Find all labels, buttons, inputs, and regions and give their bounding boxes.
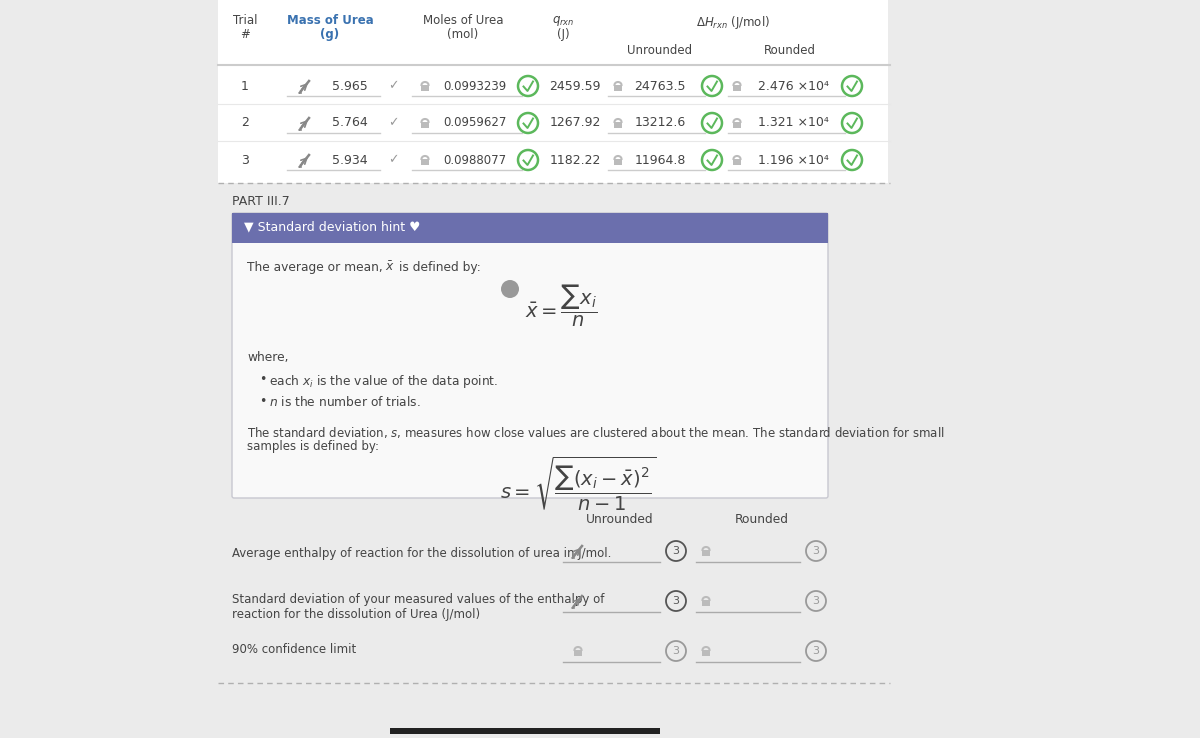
Text: The average or mean,: The average or mean, <box>247 261 383 274</box>
Text: 11964.8: 11964.8 <box>635 154 685 167</box>
Bar <box>421 159 430 165</box>
Text: $\Delta H_{rxn}$ (J/mol): $\Delta H_{rxn}$ (J/mol) <box>696 14 770 31</box>
Bar <box>232 213 828 243</box>
Text: 2: 2 <box>241 117 248 129</box>
Text: 1: 1 <box>241 80 248 92</box>
Text: 1.196 ×10⁴: 1.196 ×10⁴ <box>757 154 828 167</box>
Text: ✓: ✓ <box>388 154 398 167</box>
Text: •: • <box>259 395 266 408</box>
Text: $s = \sqrt{\dfrac{\sum (x_i - \bar{x})^2}{n-1}}$: $s = \sqrt{\dfrac{\sum (x_i - \bar{x})^2… <box>500 455 656 514</box>
Text: 1267.92: 1267.92 <box>550 117 601 129</box>
Text: 3: 3 <box>812 596 820 606</box>
Text: 3: 3 <box>672 646 679 656</box>
Text: Trial: Trial <box>233 14 257 27</box>
Text: each $x_i$ is the value of the data point.: each $x_i$ is the value of the data poin… <box>269 373 498 390</box>
Text: #: # <box>240 28 250 41</box>
Bar <box>702 600 710 606</box>
Text: 0.0959627: 0.0959627 <box>443 117 506 129</box>
Bar <box>614 85 622 91</box>
Text: ✓: ✓ <box>388 117 398 129</box>
Text: Average enthalpy of reaction for the dissolution of urea in J/mol.: Average enthalpy of reaction for the dis… <box>232 547 611 560</box>
Bar <box>733 122 742 128</box>
Text: Moles of Urea: Moles of Urea <box>422 14 503 27</box>
Bar <box>733 159 742 165</box>
Text: $n$ is the number of trials.: $n$ is the number of trials. <box>269 395 421 409</box>
Text: Mass of Urea: Mass of Urea <box>287 14 373 27</box>
Text: is defined by:: is defined by: <box>398 261 481 274</box>
Text: ▼ Standard deviation hint ♥: ▼ Standard deviation hint ♥ <box>244 220 420 233</box>
Bar <box>421 85 430 91</box>
Bar <box>390 728 660 734</box>
Text: reaction for the dissolution of Urea (J/mol): reaction for the dissolution of Urea (J/… <box>232 608 480 621</box>
Text: ✓: ✓ <box>388 80 398 92</box>
Text: 5.965: 5.965 <box>332 80 368 92</box>
Circle shape <box>502 280 520 298</box>
Text: 3: 3 <box>672 546 679 556</box>
Text: Standard deviation of your measured values of the enthalpy of: Standard deviation of your measured valu… <box>232 593 605 606</box>
Text: •: • <box>259 373 266 386</box>
Text: Unrounded: Unrounded <box>628 44 692 57</box>
Text: The standard deviation, $s$, measures how close values are clustered about the m: The standard deviation, $s$, measures ho… <box>247 425 944 440</box>
Text: 3: 3 <box>812 546 820 556</box>
Text: 3: 3 <box>672 596 679 606</box>
Text: Rounded: Rounded <box>734 513 790 526</box>
Text: (J): (J) <box>557 28 569 41</box>
Bar <box>574 650 582 656</box>
Text: 90% confidence limit: 90% confidence limit <box>232 643 356 656</box>
Text: PART III.7: PART III.7 <box>232 195 289 208</box>
Text: $\bar{x} = \dfrac{\sum x_i}{n}$: $\bar{x} = \dfrac{\sum x_i}{n}$ <box>526 283 598 329</box>
Text: 0.0988077: 0.0988077 <box>444 154 506 167</box>
Text: 24763.5: 24763.5 <box>635 80 685 92</box>
Text: 2.476 ×10⁴: 2.476 ×10⁴ <box>757 80 828 92</box>
Text: 0.0993239: 0.0993239 <box>443 80 506 92</box>
Text: $q_{rxn}$: $q_{rxn}$ <box>552 14 574 28</box>
Bar <box>614 159 622 165</box>
Text: samples is defined by:: samples is defined by: <box>247 440 379 453</box>
Text: (g): (g) <box>320 28 340 41</box>
Text: $\bar{x}$: $\bar{x}$ <box>385 261 395 275</box>
Text: 1182.22: 1182.22 <box>550 154 601 167</box>
Text: 5.764: 5.764 <box>332 117 368 129</box>
Text: 2459.59: 2459.59 <box>550 80 601 92</box>
Text: 3: 3 <box>241 154 248 167</box>
Text: Unrounded: Unrounded <box>586 513 654 526</box>
Bar <box>614 122 622 128</box>
Text: (mol): (mol) <box>448 28 479 41</box>
Bar <box>733 85 742 91</box>
Text: 5.934: 5.934 <box>332 154 368 167</box>
Bar <box>218 0 888 183</box>
Bar <box>702 550 710 556</box>
Text: where,: where, <box>247 351 288 364</box>
Text: Rounded: Rounded <box>764 44 816 57</box>
Text: 3: 3 <box>812 646 820 656</box>
Text: 13212.6: 13212.6 <box>635 117 685 129</box>
FancyBboxPatch shape <box>232 213 828 498</box>
Text: 1.321 ×10⁴: 1.321 ×10⁴ <box>757 117 828 129</box>
Bar <box>421 122 430 128</box>
Bar <box>702 650 710 656</box>
